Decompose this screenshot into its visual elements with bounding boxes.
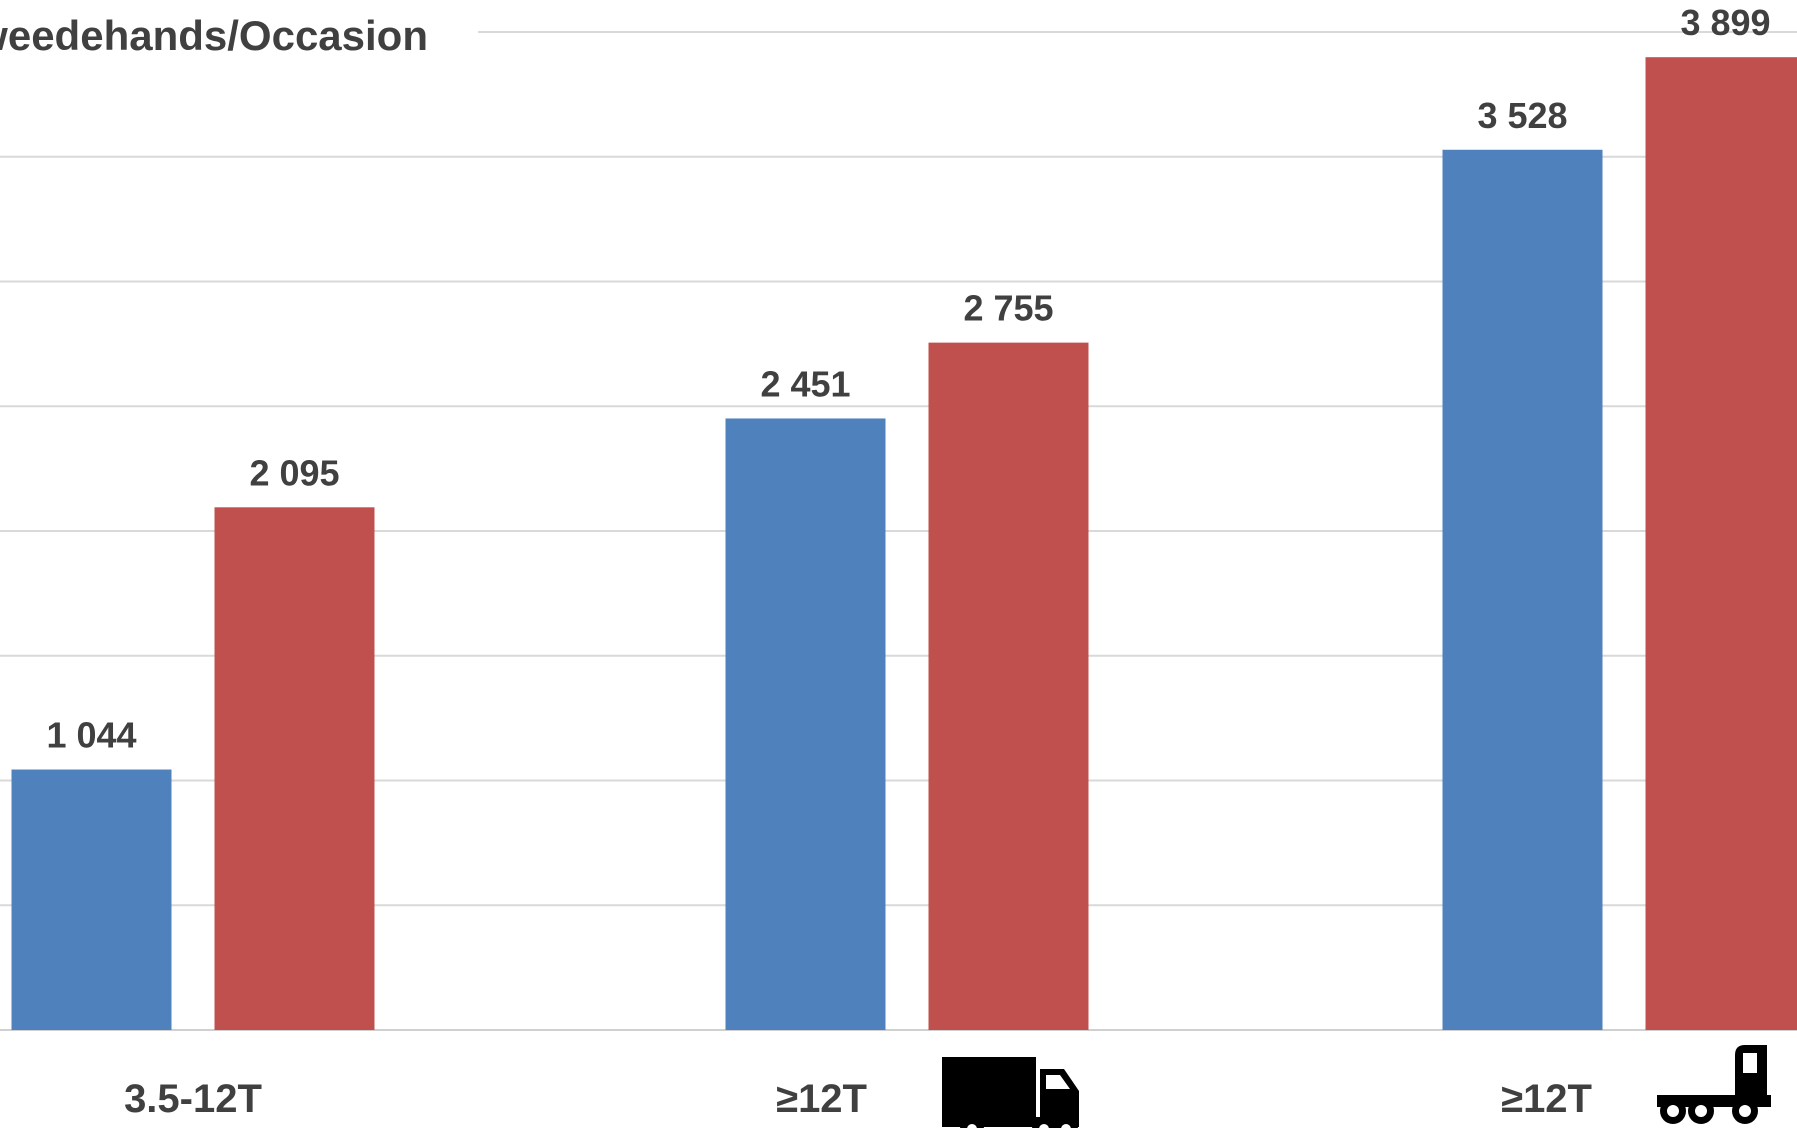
category-labels: 3.5-12T ≥12T ≥12T bbox=[124, 1077, 1592, 1121]
bars bbox=[11, 57, 1797, 1031]
data-labels: 1 044 2 095 2 451 2 755 3 528 3 899 bbox=[46, 2, 1770, 755]
data-label: 3 899 bbox=[1680, 2, 1770, 43]
category-label: 3.5-12T bbox=[124, 1077, 262, 1121]
bar bbox=[928, 342, 1089, 1030]
data-label: 2 095 bbox=[249, 452, 339, 493]
category-label: ≥12T bbox=[1501, 1077, 1592, 1121]
chart-title: Tweedehands/Occasion bbox=[0, 12, 428, 59]
bar bbox=[725, 418, 886, 1031]
data-label: 2 755 bbox=[963, 288, 1053, 329]
bar bbox=[11, 769, 172, 1030]
data-label: 2 451 bbox=[760, 363, 850, 404]
box-truck-icon bbox=[942, 1057, 1079, 1128]
tractor-unit-icon bbox=[1657, 1045, 1771, 1124]
category-label: ≥12T bbox=[776, 1077, 867, 1121]
data-label: 1 044 bbox=[46, 715, 136, 756]
category-icons bbox=[942, 1045, 1771, 1128]
bar bbox=[1645, 57, 1797, 1030]
bar bbox=[214, 507, 375, 1030]
bar bbox=[1442, 149, 1603, 1030]
data-label: 3 528 bbox=[1477, 95, 1567, 136]
